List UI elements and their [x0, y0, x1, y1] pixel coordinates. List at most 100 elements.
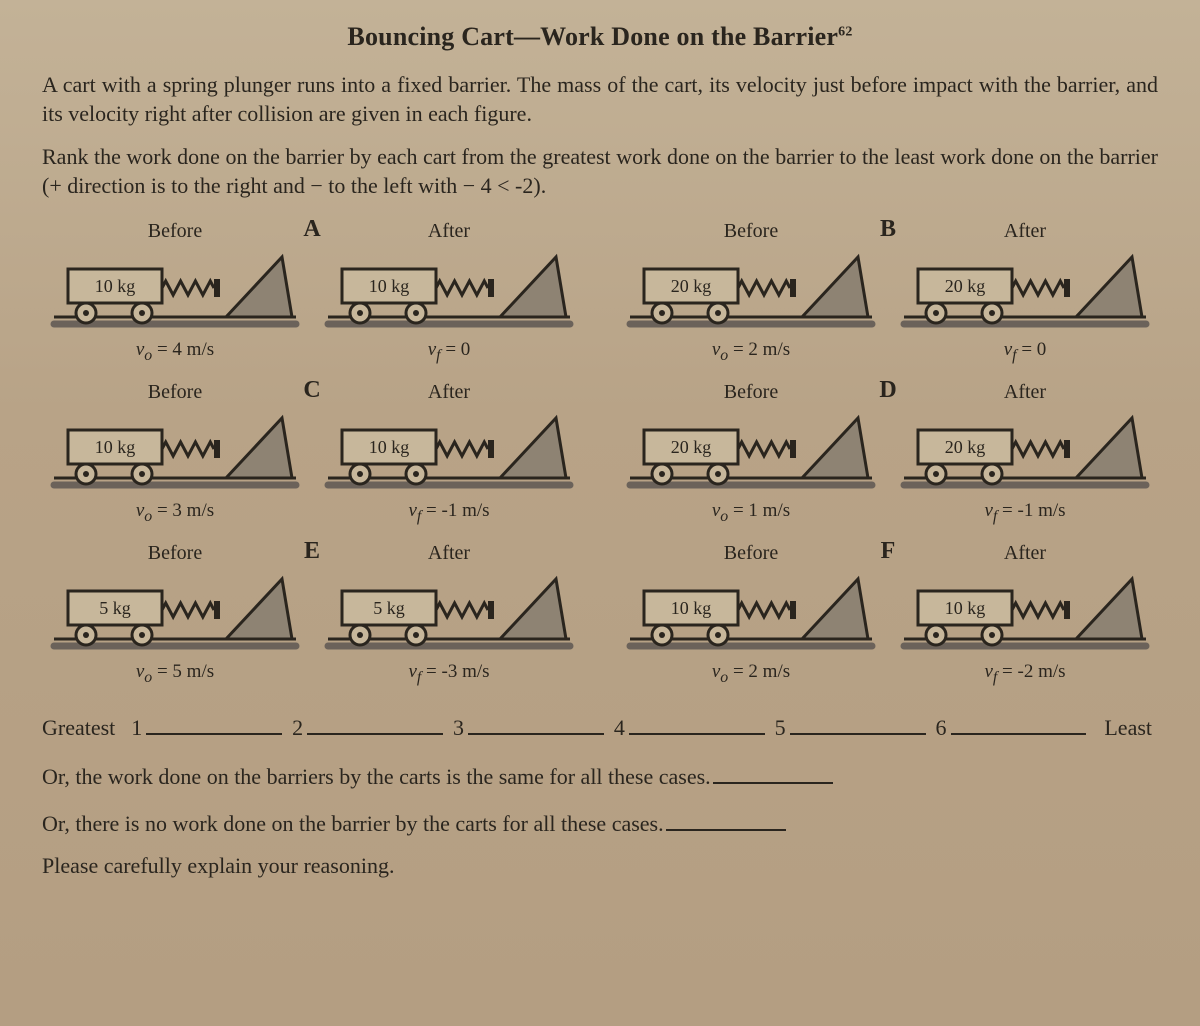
- svg-text:10 kg: 10 kg: [95, 437, 136, 457]
- vf-label: vf = -1 m/s: [408, 500, 489, 526]
- scenario-A: A Before 10 kg vo = 4 m/s After 10 kg: [42, 214, 582, 365]
- before-title: Before: [724, 381, 778, 404]
- or-line-1: Or, the work done on the barriers by the…: [42, 759, 1158, 790]
- rank-blank-5[interactable]: [790, 709, 926, 735]
- greatest-label: Greatest: [42, 715, 115, 741]
- scenario-grid: A Before 10 kg vo = 4 m/s After 10 kg: [42, 214, 1158, 686]
- cart-diagram: 10 kg: [324, 245, 574, 335]
- rank-num-5: 5: [775, 715, 786, 741]
- rank-blank-2[interactable]: [307, 709, 443, 735]
- or-blank-1[interactable]: [713, 759, 833, 784]
- cart-diagram: 10 kg: [626, 567, 876, 657]
- svg-text:20 kg: 20 kg: [671, 437, 712, 457]
- or-blank-2[interactable]: [666, 806, 786, 831]
- svg-text:10 kg: 10 kg: [95, 276, 136, 296]
- after-state: After 10 kg vf = -2 m/s: [892, 542, 1158, 687]
- before-state: Before 10 kg vo = 3 m/s: [42, 381, 308, 526]
- after-title: After: [1004, 220, 1046, 243]
- svg-text:5 kg: 5 kg: [99, 598, 131, 618]
- after-state: After 10 kg vf = -1 m/s: [316, 381, 582, 526]
- cart-diagram: 10 kg: [50, 406, 300, 496]
- rank-blank-3[interactable]: [468, 709, 604, 735]
- cart-diagram: 20 kg: [900, 406, 1150, 496]
- v0-label: vo = 1 m/s: [712, 500, 790, 526]
- before-state: Before 10 kg vo = 4 m/s: [42, 220, 308, 365]
- v0-label: vo = 2 m/s: [712, 661, 790, 687]
- scenario-label: A: [303, 216, 320, 243]
- before-state: Before 20 kg vo = 1 m/s: [618, 381, 884, 526]
- rank-num-1: 1: [131, 715, 142, 741]
- least-label: Least: [1104, 715, 1152, 741]
- scenario-label: F: [881, 538, 896, 565]
- before-state: Before 20 kg vo = 2 m/s: [618, 220, 884, 365]
- scenario-label: E: [304, 538, 320, 565]
- cart-diagram: 10 kg: [50, 245, 300, 335]
- after-state: After 20 kg vf = 0: [892, 220, 1158, 365]
- after-state: After 5 kg vf = -3 m/s: [316, 542, 582, 687]
- after-title: After: [428, 381, 470, 404]
- vf-label: vf = -2 m/s: [984, 661, 1065, 687]
- scenario-E: E Before 5 kg vo = 5 m/s After 5 kg: [42, 536, 582, 687]
- worksheet-page: Bouncing Cart—Work Done on the Barrier62…: [0, 0, 1200, 1026]
- vf-label: vf = -1 m/s: [984, 500, 1065, 526]
- cart-diagram: 5 kg: [50, 567, 300, 657]
- title-text: Bouncing Cart—Work Done on the Barrier: [347, 22, 838, 51]
- v0-label: vo = 4 m/s: [136, 339, 214, 365]
- svg-text:10 kg: 10 kg: [945, 598, 986, 618]
- intro-paragraph-1: A cart with a spring plunger runs into a…: [42, 70, 1158, 128]
- or-text-2: Or, there is no work done on the barrier…: [42, 811, 664, 836]
- before-state: Before 10 kg vo = 2 m/s: [618, 542, 884, 687]
- page-title: Bouncing Cart—Work Done on the Barrier62: [42, 22, 1158, 52]
- svg-text:10 kg: 10 kg: [369, 276, 410, 296]
- before-title: Before: [724, 542, 778, 565]
- after-title: After: [1004, 381, 1046, 404]
- explain-prompt: Please carefully explain your reasoning.: [42, 853, 1158, 879]
- rank-blank-4[interactable]: [629, 709, 765, 735]
- vf-label: vf = 0: [428, 339, 471, 365]
- svg-text:10 kg: 10 kg: [369, 437, 410, 457]
- cart-diagram: 20 kg: [626, 245, 876, 335]
- before-title: Before: [148, 220, 202, 243]
- or-text-1: Or, the work done on the barriers by the…: [42, 764, 711, 789]
- rank-num-4: 4: [614, 715, 625, 741]
- or-line-2: Or, there is no work done on the barrier…: [42, 806, 1158, 837]
- answer-section: Greatest 1 2 3 4 5 6 Least Or, the work …: [42, 709, 1158, 879]
- rank-blank-1[interactable]: [146, 709, 282, 735]
- vf-label: vf = 0: [1004, 339, 1047, 365]
- before-title: Before: [148, 381, 202, 404]
- scenario-label: D: [879, 377, 896, 404]
- title-superscript: 62: [838, 24, 852, 39]
- svg-text:5 kg: 5 kg: [373, 598, 405, 618]
- vf-label: vf = -3 m/s: [408, 661, 489, 687]
- scenario-C: C Before 10 kg vo = 3 m/s After 10 kg: [42, 375, 582, 526]
- scenario-label: B: [880, 216, 896, 243]
- scenario-B: B Before 20 kg vo = 2 m/s After 20 kg: [618, 214, 1158, 365]
- cart-diagram: 5 kg: [324, 567, 574, 657]
- cart-diagram: 20 kg: [900, 245, 1150, 335]
- v0-label: vo = 3 m/s: [136, 500, 214, 526]
- before-title: Before: [148, 542, 202, 565]
- after-title: After: [1004, 542, 1046, 565]
- cart-diagram: 10 kg: [900, 567, 1150, 657]
- svg-text:20 kg: 20 kg: [945, 276, 986, 296]
- scenario-D: D Before 20 kg vo = 1 m/s After 20 kg: [618, 375, 1158, 526]
- before-state: Before 5 kg vo = 5 m/s: [42, 542, 308, 687]
- svg-text:20 kg: 20 kg: [945, 437, 986, 457]
- ranking-line: Greatest 1 2 3 4 5 6 Least: [42, 709, 1158, 741]
- after-title: After: [428, 220, 470, 243]
- intro-paragraph-2: Rank the work done on the barrier by eac…: [42, 142, 1158, 200]
- rank-num-3: 3: [453, 715, 464, 741]
- rank-num-6: 6: [936, 715, 947, 741]
- after-title: After: [428, 542, 470, 565]
- v0-label: vo = 5 m/s: [136, 661, 214, 687]
- cart-diagram: 20 kg: [626, 406, 876, 496]
- before-title: Before: [724, 220, 778, 243]
- after-state: After 20 kg vf = -1 m/s: [892, 381, 1158, 526]
- scenario-F: F Before 10 kg vo = 2 m/s After 10 kg: [618, 536, 1158, 687]
- scenario-label: C: [303, 377, 320, 404]
- rank-num-2: 2: [292, 715, 303, 741]
- after-state: After 10 kg vf = 0: [316, 220, 582, 365]
- svg-text:20 kg: 20 kg: [671, 276, 712, 296]
- svg-text:10 kg: 10 kg: [671, 598, 712, 618]
- rank-blank-6[interactable]: [951, 709, 1087, 735]
